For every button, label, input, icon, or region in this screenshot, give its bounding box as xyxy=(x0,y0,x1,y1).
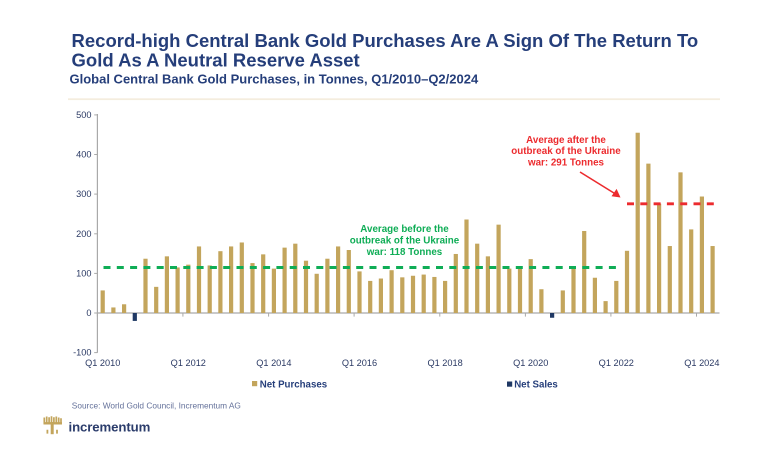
svg-text:-100: -100 xyxy=(73,348,91,358)
svg-text:Global Central Bank Gold Purch: Global Central Bank Gold Purchases, in T… xyxy=(70,72,479,87)
svg-text:Net Purchases: Net Purchases xyxy=(260,379,327,390)
svg-text:war: 291 Tonnes: war: 291 Tonnes xyxy=(527,158,605,169)
svg-text:outbreak of the Ukraine: outbreak of the Ukraine xyxy=(350,235,460,246)
svg-text:Q1 2018: Q1 2018 xyxy=(427,358,462,368)
svg-text:Q1 2014: Q1 2014 xyxy=(256,358,291,368)
svg-text:Q1 2022: Q1 2022 xyxy=(599,358,634,368)
svg-text:Q1 2010: Q1 2010 xyxy=(85,358,120,368)
svg-text:incrementum: incrementum xyxy=(69,420,151,435)
svg-text:200: 200 xyxy=(76,229,91,239)
svg-text:Q1 2016: Q1 2016 xyxy=(342,358,377,368)
svg-text:500: 500 xyxy=(76,110,91,120)
svg-text:300: 300 xyxy=(76,189,91,199)
svg-text:100: 100 xyxy=(76,268,91,278)
svg-text:Gold As A Neutral Reserve Asse: Gold As A Neutral Reserve Asset xyxy=(72,49,360,70)
svg-text:Q1 2024: Q1 2024 xyxy=(684,358,719,368)
svg-text:Average before the: Average before the xyxy=(360,224,449,235)
svg-text:Q1 2012: Q1 2012 xyxy=(171,358,206,368)
svg-text:war: 118 Tonnes: war: 118 Tonnes xyxy=(366,247,443,258)
svg-text:400: 400 xyxy=(76,150,91,160)
svg-text:Source: World Gold Council, In: Source: World Gold Council, Incrementum … xyxy=(72,401,241,411)
svg-text:outbreak of the Ukraine: outbreak of the Ukraine xyxy=(511,146,621,157)
svg-text:Q1 2020: Q1 2020 xyxy=(513,358,548,368)
svg-text:Average after the: Average after the xyxy=(526,135,606,146)
svg-text:Record-high Central Bank Gold: Record-high Central Bank Gold Purchases … xyxy=(72,30,699,51)
svg-text:0: 0 xyxy=(86,308,91,318)
svg-text:Net Sales: Net Sales xyxy=(514,379,558,390)
